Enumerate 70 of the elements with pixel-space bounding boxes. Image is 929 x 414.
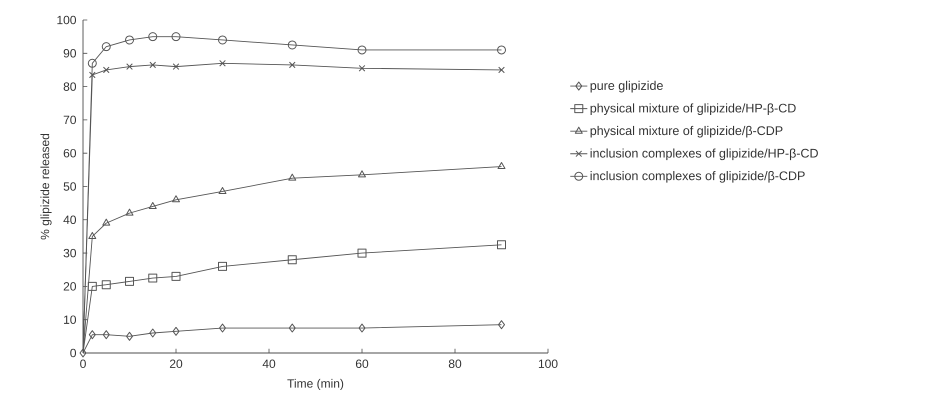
point [498,162,506,170]
point [288,255,297,264]
y-tick-label: 70 [64,116,76,124]
point [219,324,226,333]
y-tick-label: 80 [64,82,76,91]
point [125,276,134,286]
point [172,326,180,336]
point [288,324,296,333]
point [172,195,180,202]
point [172,272,181,281]
point [148,202,157,209]
x-tick-label: 80 [448,360,462,368]
point [218,262,228,271]
point [88,58,97,68]
point [88,282,97,291]
y-tick-label: 40 [63,216,76,224]
point [88,232,96,239]
x-tick-label: 20 [170,360,182,368]
point [149,62,156,68]
point [102,280,111,290]
y-axis-title: % glipizide released [40,134,52,240]
legend-label: inclusion complexes of glipizide/HP-β-CD [590,148,818,160]
point [288,40,297,50]
point [102,42,111,52]
y-tick-label: 20 [64,282,76,291]
legend-label: pure glipizide [590,80,663,92]
point [288,174,296,181]
point [80,348,87,358]
y-tick-label: 10 [64,315,76,324]
x-tick-label: 40 [262,360,276,368]
point [148,32,158,42]
point [88,72,96,78]
y-tick-label: 50 [64,182,76,191]
y-tick-label: 30 [64,248,76,258]
point [172,32,181,42]
point [219,60,226,67]
point [288,62,296,68]
point [498,320,506,330]
point [102,66,110,74]
point [149,328,156,338]
y-tick-label: 90 [64,49,76,58]
x-tick-label: 60 [356,360,368,368]
y-tick-label: 60 [64,148,76,158]
legend-label: physical mixture of glipizide/β-CDP [590,126,782,138]
y-tick-label: 100 [57,16,76,24]
point [102,330,110,340]
point [126,208,134,216]
point [358,64,366,72]
point [358,324,366,333]
point [172,63,180,70]
point [126,332,134,341]
point [218,186,226,194]
legend-label: physical mixture of glipizide/HP-β-CD [590,103,796,116]
point [88,330,96,340]
legend-label: inclusion complexes of glipizide/β-CDP [590,171,805,183]
point [218,35,228,44]
x-tick-label: 0 [80,360,86,368]
point [148,274,158,283]
x-axis-title: Time (min) [287,378,344,390]
point [358,248,367,258]
point [497,45,506,54]
point [126,63,133,70]
point [358,45,367,54]
point [497,240,506,250]
point [498,66,505,74]
y-tick-label: 0 [70,348,76,358]
point [125,35,134,44]
point [358,170,366,178]
x-tick-label: 100 [538,360,558,368]
point [102,218,110,226]
